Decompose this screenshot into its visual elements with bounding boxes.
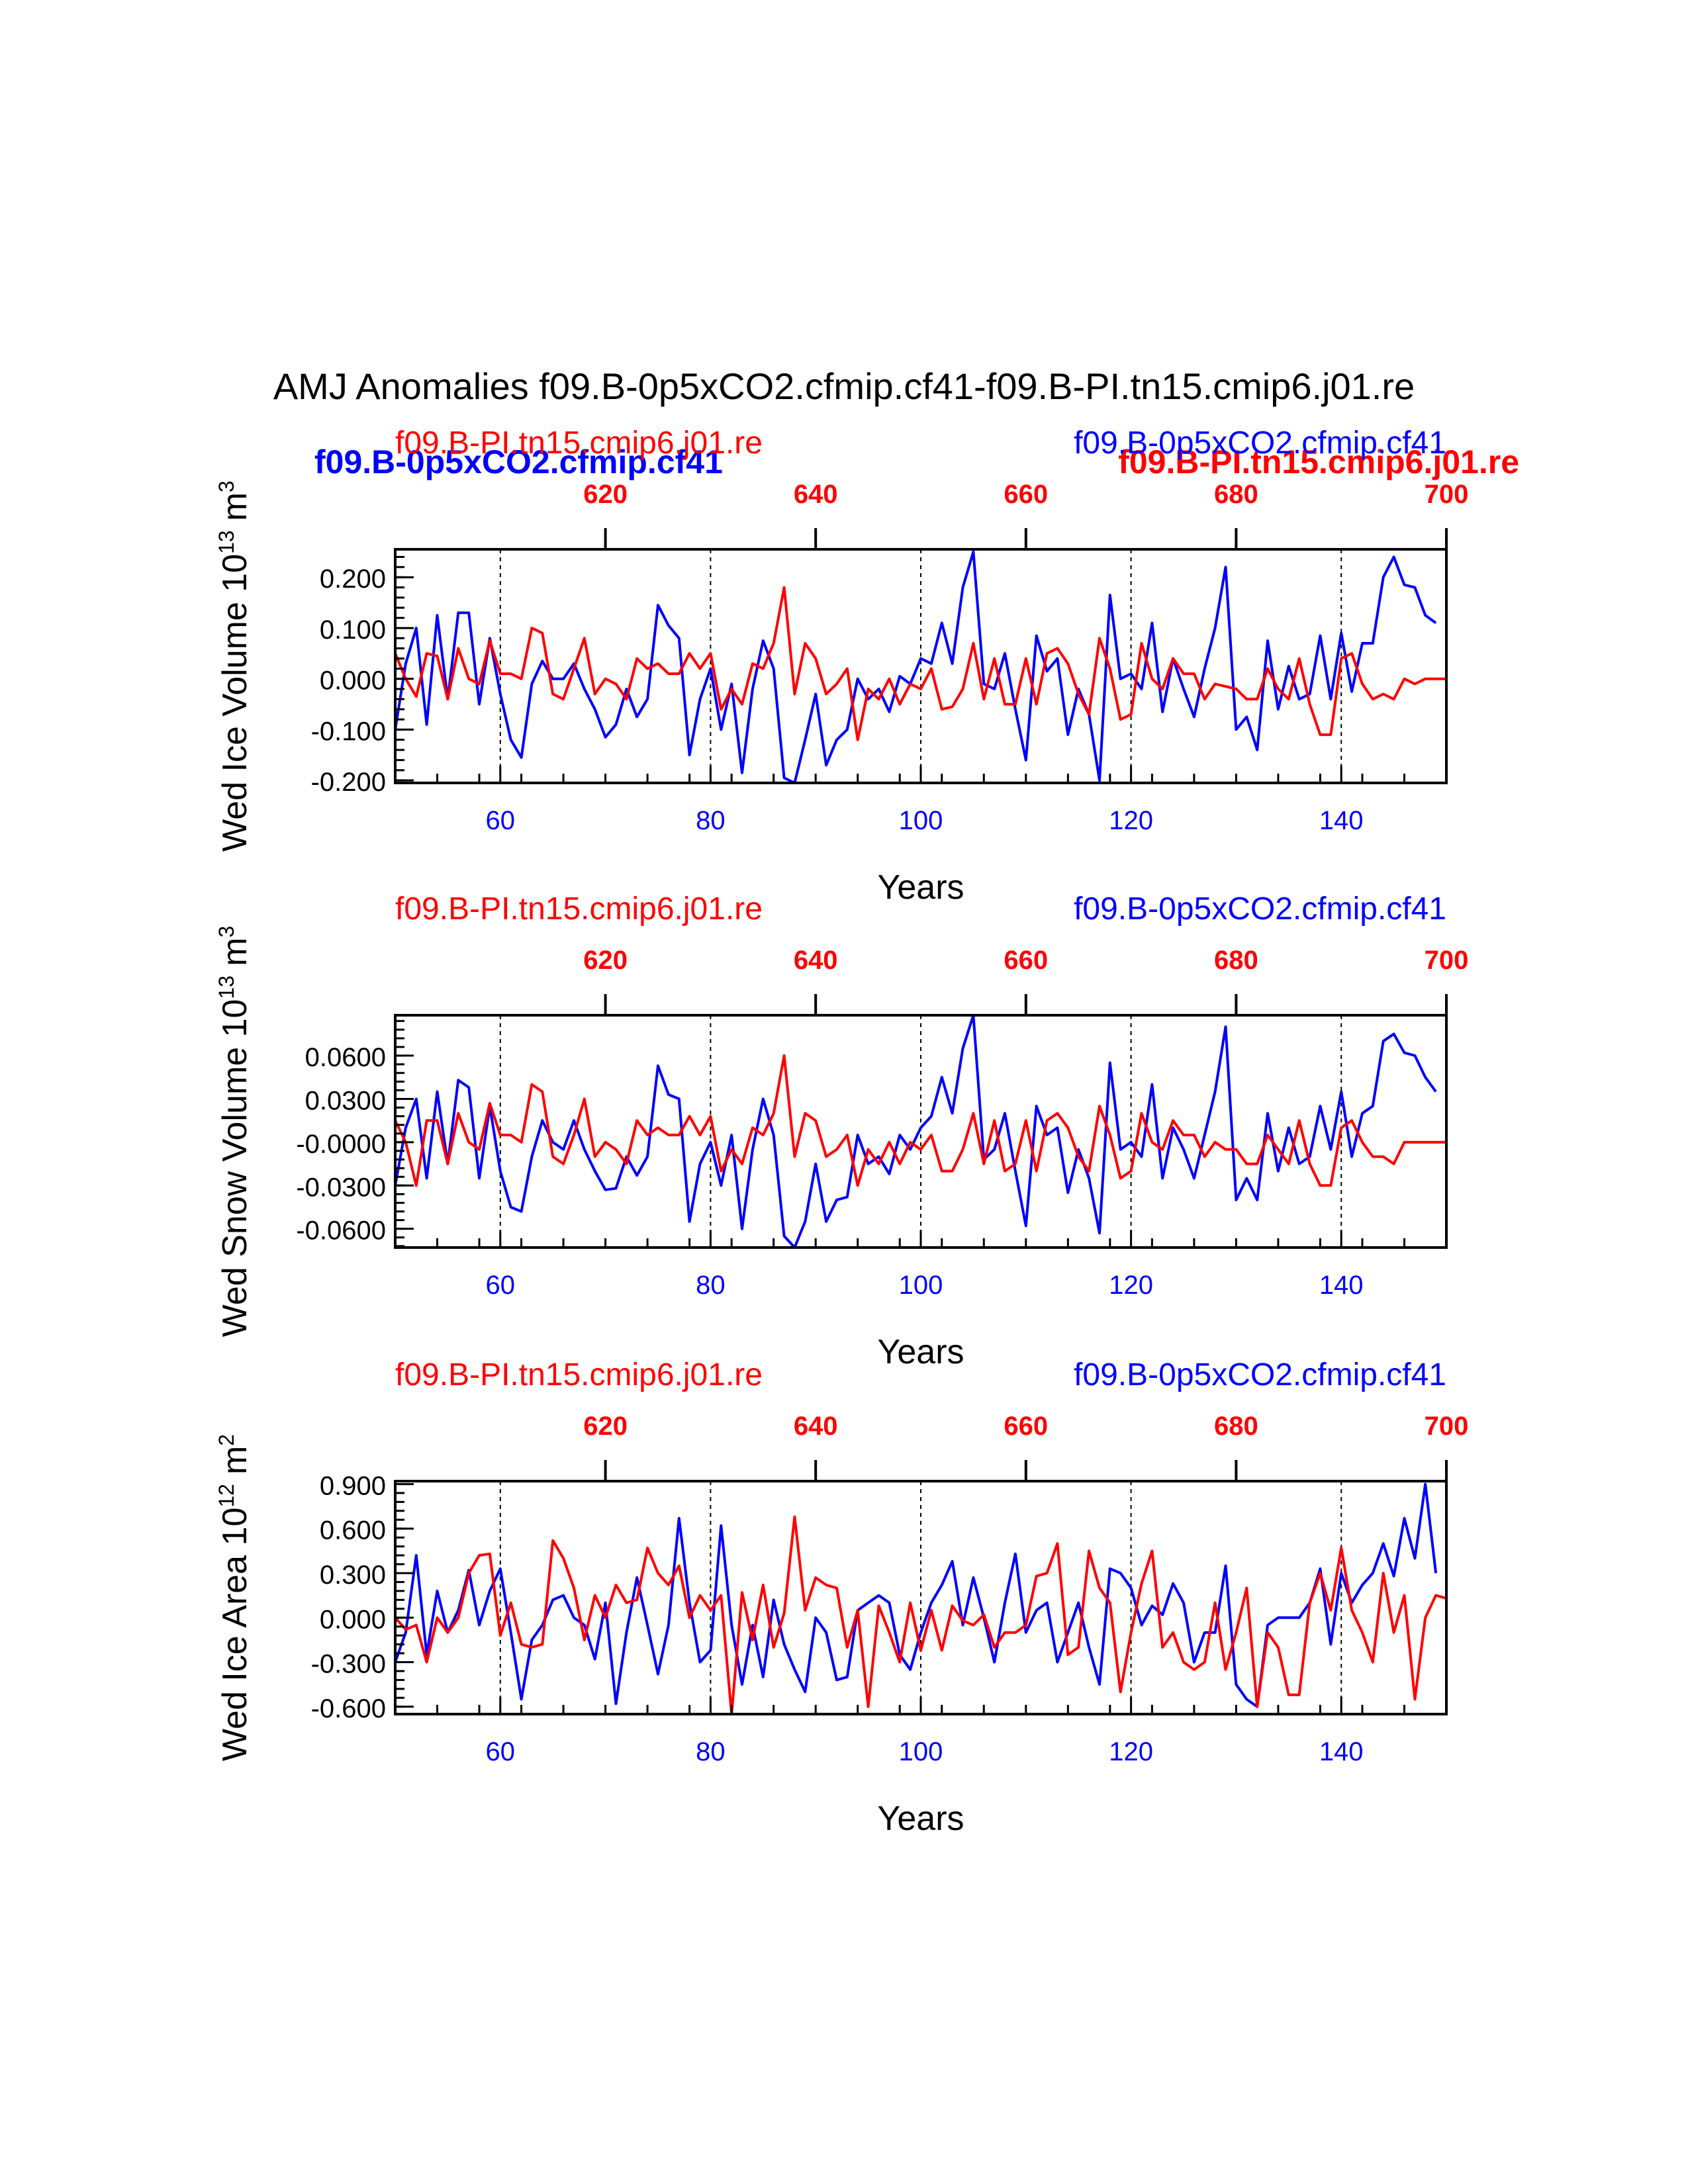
y-tick-label: 0.0300	[305, 1086, 386, 1115]
x-tick-label-bottom: 100	[899, 1737, 943, 1766]
y-axis-title: Wed Ice Volume 1013 m3	[214, 480, 254, 852]
series-line-control	[395, 586, 1446, 741]
legend-top-right: f09.B-PI.tn15.cmip6.j01.re	[1118, 443, 1519, 480]
chart-panel-2: -0.0600 -0.0300 -0.0000 0.0300 0.0600 60 80 100…	[214, 891, 1469, 1371]
top-label-right: f09.B-0p5xCO2.cfmip.cf41	[1074, 1357, 1446, 1392]
x-tick-label-bottom: 140	[1319, 1271, 1364, 1300]
y-tick-label: 0.300	[320, 1561, 386, 1590]
y-tick-label: -0.100	[311, 717, 386, 746]
top-label-right: f09.B-0p5xCO2.cfmip.cf41	[1074, 891, 1446, 927]
y-axis-title-part: Wed Ice Area 10	[216, 1508, 254, 1762]
x-tick-label-top: 640	[794, 946, 838, 975]
x-tick-label-top: 660	[1004, 1412, 1048, 1441]
top-label-right: f09.B-0p5xCO2.cfmip.cf41	[1074, 426, 1446, 461]
x-tick-label-bottom: 120	[1109, 1271, 1153, 1300]
y-tick-label: 0.900	[320, 1471, 386, 1500]
x-tick-label-top: 620	[583, 480, 628, 509]
x-tick-label-bottom: 140	[1319, 1737, 1364, 1766]
x-tick-label-top: 660	[1004, 480, 1048, 509]
y-axis-title-part: Wed Ice Volume 10	[216, 554, 254, 852]
x-axis-title: Years	[877, 868, 964, 907]
x-tick-label-top: 640	[794, 1412, 838, 1441]
y-tick-label: -0.300	[311, 1650, 386, 1679]
y-tick-label: -0.0000	[296, 1130, 386, 1159]
x-tick-label-bottom: 100	[899, 1271, 943, 1300]
y-axis-title-part: Wed Snow Volume 10	[216, 999, 254, 1338]
y-tick-label: -0.0600	[296, 1216, 386, 1246]
x-tick-label-bottom: 120	[1109, 1737, 1153, 1766]
x-tick-label-top: 640	[794, 480, 838, 509]
y-axis-title-part: 3	[214, 480, 238, 492]
y-tick-label: 0.000	[320, 666, 386, 696]
x-tick-label-top: 700	[1425, 946, 1469, 975]
top-label-left: f09.B-PI.tn15.cmip6.j01.re	[395, 1357, 763, 1392]
x-tick-label-top: 700	[1425, 480, 1469, 509]
x-axis-title: Years	[877, 1799, 964, 1838]
x-tick-label-bottom: 60	[486, 806, 516, 835]
series-line-control	[395, 1515, 1446, 1714]
panels: -0.200 -0.100 0.000 0.100 0.200 60 80 100 120 140…	[214, 426, 1469, 1838]
y-tick-label: 0.200	[320, 565, 386, 594]
x-tick-label-bottom: 140	[1319, 806, 1364, 835]
x-tick-label-bottom: 60	[486, 1271, 516, 1300]
x-tick-label-top: 680	[1214, 1412, 1258, 1441]
series-line-control	[395, 1054, 1446, 1187]
y-axis-title-part: m	[216, 1446, 254, 1475]
x-tick-label-top: 680	[1214, 946, 1258, 975]
x-tick-label-top: 620	[583, 1412, 628, 1441]
y-axis-title-part: 3	[214, 926, 238, 938]
figure-title: AMJ Anomalies f09.B-0p5xCO2.cfmip.cf41-f…	[273, 365, 1415, 407]
y-tick-label: -0.200	[311, 768, 386, 797]
x-tick-label-bottom: 80	[696, 1737, 726, 1766]
y-axis-title-part: m	[216, 492, 254, 521]
y-tick-label: 0.100	[320, 615, 386, 645]
x-tick-label-bottom: 60	[486, 1737, 516, 1766]
y-axis-title-part: 13	[214, 976, 238, 999]
y-tick-label: 0.000	[320, 1605, 386, 1634]
series-line-experiment	[395, 550, 1437, 783]
y-axis-title-part: 12	[214, 1484, 238, 1508]
y-axis-title-part: 13	[214, 530, 238, 554]
x-tick-label-bottom: 80	[696, 806, 726, 835]
x-tick-label-bottom: 100	[899, 806, 943, 835]
y-tick-label: 0.0600	[305, 1043, 386, 1072]
x-tick-label-top: 680	[1214, 480, 1258, 509]
x-tick-label-top: 620	[583, 946, 628, 975]
x-tick-label-top: 660	[1004, 946, 1048, 975]
legend-top-left: f09.B-0p5xCO2.cfmip.cf41	[314, 443, 723, 480]
y-axis-title: Wed Ice Area 1012 m2	[214, 1434, 254, 1761]
x-axis-title: Years	[877, 1333, 964, 1371]
x-tick-label-bottom: 80	[696, 1271, 726, 1300]
top-label-left: f09.B-PI.tn15.cmip6.j01.re	[395, 891, 763, 927]
y-axis-title: Wed Snow Volume 1013 m3	[214, 926, 254, 1337]
series-line-experiment	[395, 1015, 1437, 1248]
y-tick-label: -0.0300	[296, 1173, 386, 1202]
y-tick-label: -0.600	[311, 1694, 386, 1723]
chart-panel-1: -0.200 -0.100 0.000 0.100 0.200 60 80 100 120 140…	[214, 426, 1469, 907]
chart-panel-3: -0.600 -0.300 0.000 0.300 0.600 0.900 60 80 100 1…	[214, 1357, 1469, 1838]
y-tick-label: 0.600	[320, 1516, 386, 1545]
x-tick-label-bottom: 120	[1109, 806, 1153, 835]
top-label-left: f09.B-PI.tn15.cmip6.j01.re	[395, 426, 763, 461]
x-tick-label-top: 700	[1425, 1412, 1469, 1441]
y-axis-title-part: 2	[214, 1434, 238, 1446]
y-axis-title-part: m	[216, 938, 254, 966]
